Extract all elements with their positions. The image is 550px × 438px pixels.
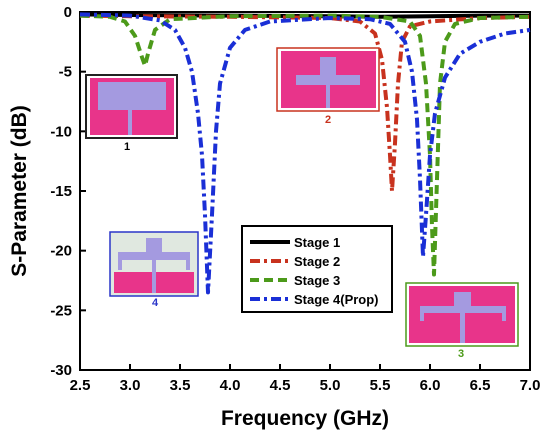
x-tick-label: 4.5: [270, 377, 291, 394]
x-tick-label: 3.5: [170, 377, 191, 394]
y-axis-title: S-Parameter (dB): [8, 105, 31, 277]
y-tick-label: -15: [50, 183, 72, 200]
series-line-stage-4: [79, 12, 531, 295]
inset-stage-2: 2: [276, 47, 380, 126]
inset-caption-4: 4: [152, 297, 159, 309]
y-tick-label: -20: [50, 243, 72, 260]
x-tick-label: 2.5: [70, 377, 91, 394]
x-tick-label: 4.0: [220, 377, 241, 394]
legend-label-stage-1: Stage 1: [294, 235, 340, 250]
legend-label-stage-3: Stage 3: [294, 273, 340, 288]
inset-stage-3: 3: [405, 282, 519, 360]
x-tick-label: 3.0: [120, 377, 141, 394]
y-tick-label: -30: [50, 362, 72, 379]
series-line-stage-3: [79, 13, 531, 277]
y-tick-label: -10: [50, 123, 72, 140]
series-line-stage-2: [79, 13, 531, 193]
x-tick-label: 6.0: [420, 377, 441, 394]
x-tick-label: 5.5: [370, 377, 391, 394]
y-tick-label: -5: [59, 64, 72, 81]
x-tick-label: 5.0: [320, 377, 341, 394]
inset-stage-4: 4: [109, 231, 199, 309]
legend: Stage 1 Stage 2 Stage 3 Stage 4(Prop): [241, 225, 393, 313]
x-tick-label: 7.0: [520, 377, 541, 394]
legend-label-stage-4: Stage 4(Prop): [294, 292, 379, 307]
inset-caption-1: 1: [124, 141, 130, 153]
inset-caption-2: 2: [325, 114, 331, 126]
y-tick-label: -25: [50, 302, 72, 319]
legend-label-stage-2: Stage 2: [294, 254, 340, 269]
inset-caption-3: 3: [458, 348, 464, 360]
inset-stage-1: 1: [85, 74, 178, 153]
x-tick-label: 6.5: [470, 377, 491, 394]
x-axis-title: Frequency (GHz): [221, 407, 389, 430]
y-tick-label: 0: [64, 4, 72, 21]
